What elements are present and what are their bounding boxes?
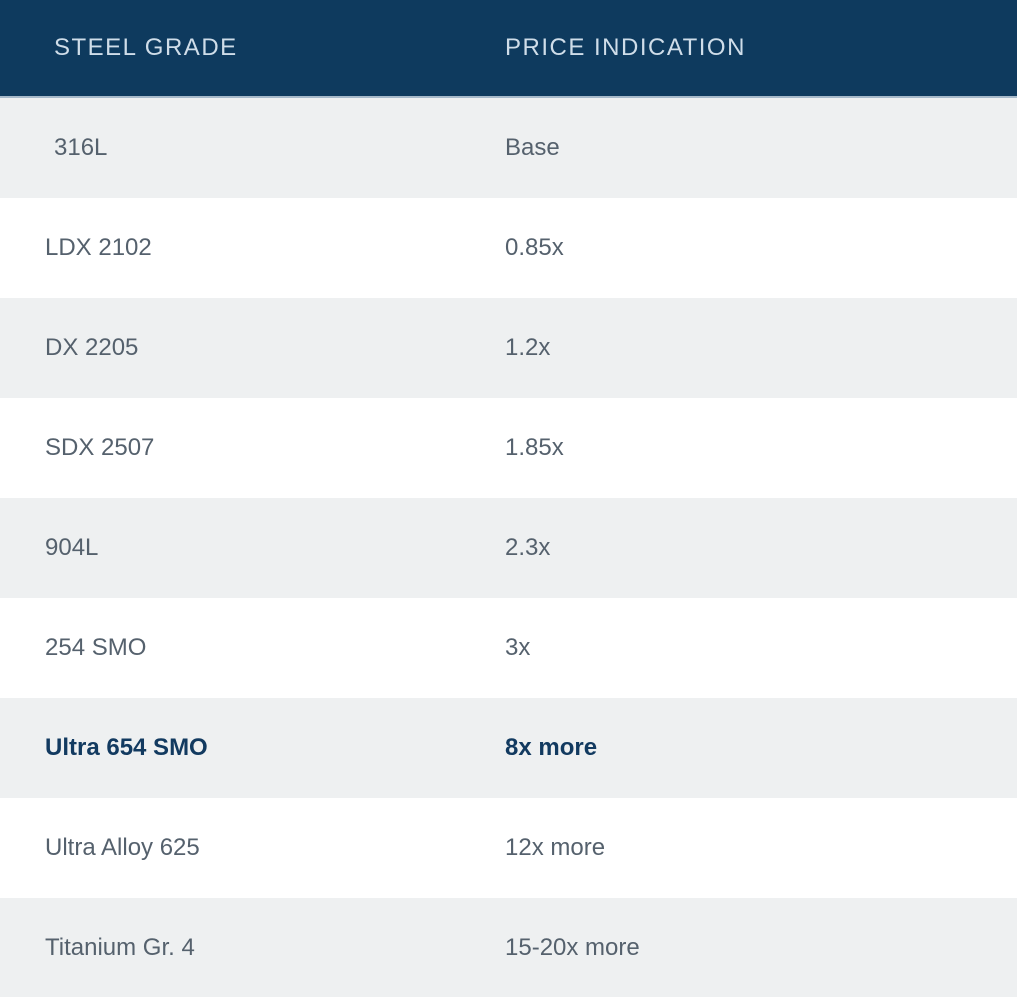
- table-row: LDX 2102 0.85x: [0, 198, 1017, 298]
- steel-grade-cell: LDX 2102: [45, 234, 152, 261]
- table-row-highlighted: Ultra 654 SMO 8x more: [0, 698, 1017, 798]
- price-indication-cell: 3x: [505, 634, 531, 661]
- table-row: DX 2205 1.2x: [0, 298, 1017, 398]
- table-row: SDX 2507 1.85x: [0, 398, 1017, 498]
- steel-grade-cell: Ultra 654 SMO: [45, 734, 208, 761]
- steel-grade-cell: 904L: [45, 534, 99, 561]
- column-header-steel-grade: STEEL GRADE: [54, 34, 238, 61]
- price-indication-cell: 8x more: [505, 734, 598, 761]
- price-indication-cell: 0.85x: [505, 234, 564, 261]
- table-row: Titanium Gr. 4 15-20x more: [0, 898, 1017, 997]
- price-indication-cell: 15-20x more: [505, 934, 640, 961]
- steel-grade-cell: 316L: [54, 134, 108, 161]
- steel-grade-cell: DX 2205: [45, 334, 139, 361]
- steel-grade-cell: Ultra Alloy 625: [45, 834, 200, 861]
- steel-grade-cell: Titanium Gr. 4: [45, 934, 195, 961]
- table-header-row: STEEL GRADE PRICE INDICATION: [0, 0, 1017, 98]
- price-indication-cell: 1.85x: [505, 434, 564, 461]
- steel-grade-cell: 254 SMO: [45, 634, 147, 661]
- steel-grade-cell: SDX 2507: [45, 434, 155, 461]
- column-header-price-indication: PRICE INDICATION: [505, 34, 746, 61]
- table-row: 254 SMO 3x: [0, 598, 1017, 698]
- table-row: 904L 2.3x: [0, 498, 1017, 598]
- table-row: 316L Base: [0, 98, 1017, 198]
- price-indication-cell: 12x more: [505, 834, 606, 861]
- table-row: Ultra Alloy 625 12x more: [0, 798, 1017, 898]
- price-indication-cell: 1.2x: [505, 334, 551, 361]
- price-indication-cell: 2.3x: [505, 534, 551, 561]
- price-indication-cell: Base: [505, 134, 560, 161]
